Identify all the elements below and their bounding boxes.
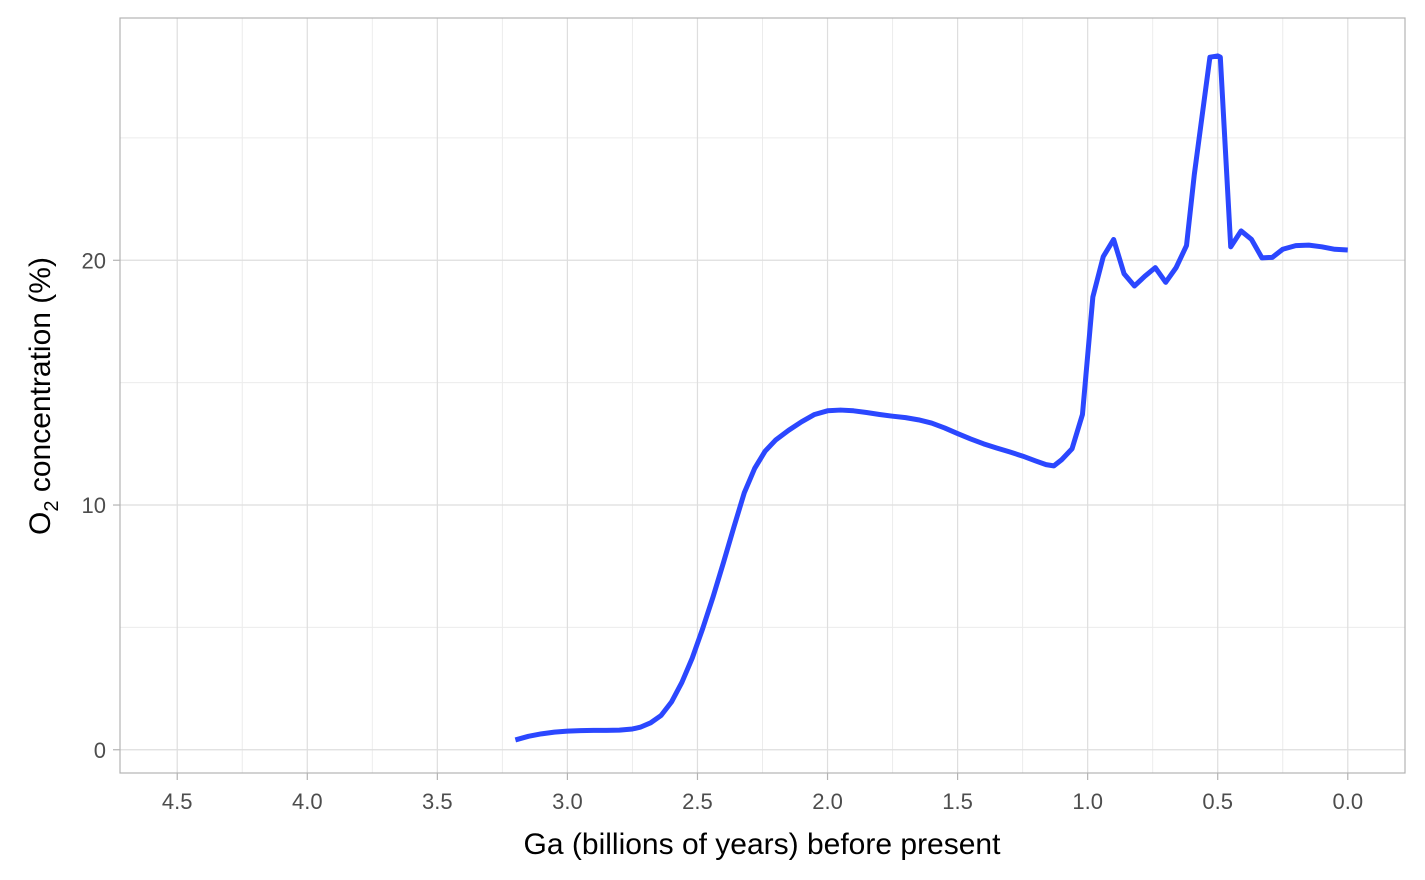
series-layer	[514, 53, 1348, 743]
x-tick-label: 2.0	[812, 789, 843, 814]
x-tick-label: 1.5	[942, 789, 973, 814]
y-tick-label: 0	[94, 738, 106, 763]
y-tick-label: 10	[82, 493, 106, 518]
y-axis-title-suffix: concentration (%)	[24, 257, 57, 500]
grid	[120, 18, 1405, 773]
y-axis-tick-labels: 0 10 20	[82, 248, 106, 762]
y-tick-label: 20	[82, 248, 106, 273]
plot-panel-border	[119, 17, 1406, 774]
x-tick-label: 4.5	[162, 789, 193, 814]
x-axis-title: Ga (billions of years) before present	[524, 828, 1002, 861]
axis-ticks	[113, 259, 1349, 780]
x-tick-label: 0.0	[1332, 789, 1363, 814]
x-tick-label: 2.5	[682, 789, 713, 814]
y-axis-title: O2 concentration (%)	[24, 257, 63, 535]
x-tick-label: 4.0	[292, 789, 323, 814]
x-tick-label: 0.5	[1202, 789, 1233, 814]
x-axis-tick-labels: 4.5 4.0 3.5 3.0 2.5 2.0 1.5 1.0 0.5 0.0	[162, 789, 1363, 814]
y-axis-title-prefix: O	[24, 512, 57, 535]
x-tick-label: 3.0	[552, 789, 583, 814]
y-axis-title-subscript: 2	[41, 500, 63, 511]
x-tick-label: 3.5	[422, 789, 453, 814]
o2-concentration-line	[514, 53, 1348, 743]
x-tick-label: 1.0	[1072, 789, 1103, 814]
